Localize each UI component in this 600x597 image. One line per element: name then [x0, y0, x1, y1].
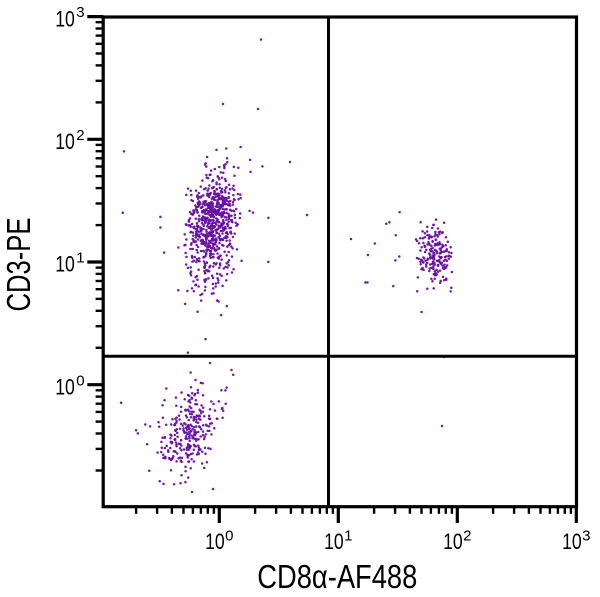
svg-text:CD3-PE: CD3-PE [0, 218, 37, 312]
svg-text:2: 2 [463, 527, 471, 544]
svg-text:2: 2 [76, 127, 84, 144]
svg-text:10: 10 [562, 529, 582, 554]
svg-text:10: 10 [55, 252, 75, 277]
svg-text:0: 0 [225, 527, 233, 544]
svg-text:10: 10 [55, 129, 75, 154]
svg-text:10: 10 [205, 529, 225, 554]
svg-text:3: 3 [582, 527, 590, 544]
svg-text:1: 1 [76, 250, 84, 267]
svg-text:0: 0 [76, 372, 84, 389]
svg-text:10: 10 [55, 6, 75, 31]
svg-text:3: 3 [76, 4, 84, 21]
svg-text:10: 10 [324, 529, 344, 554]
svg-text:1: 1 [344, 527, 352, 544]
svg-text:CD8α-AF488: CD8α-AF488 [257, 558, 417, 595]
svg-text:10: 10 [55, 374, 75, 399]
svg-text:10: 10 [443, 529, 463, 554]
